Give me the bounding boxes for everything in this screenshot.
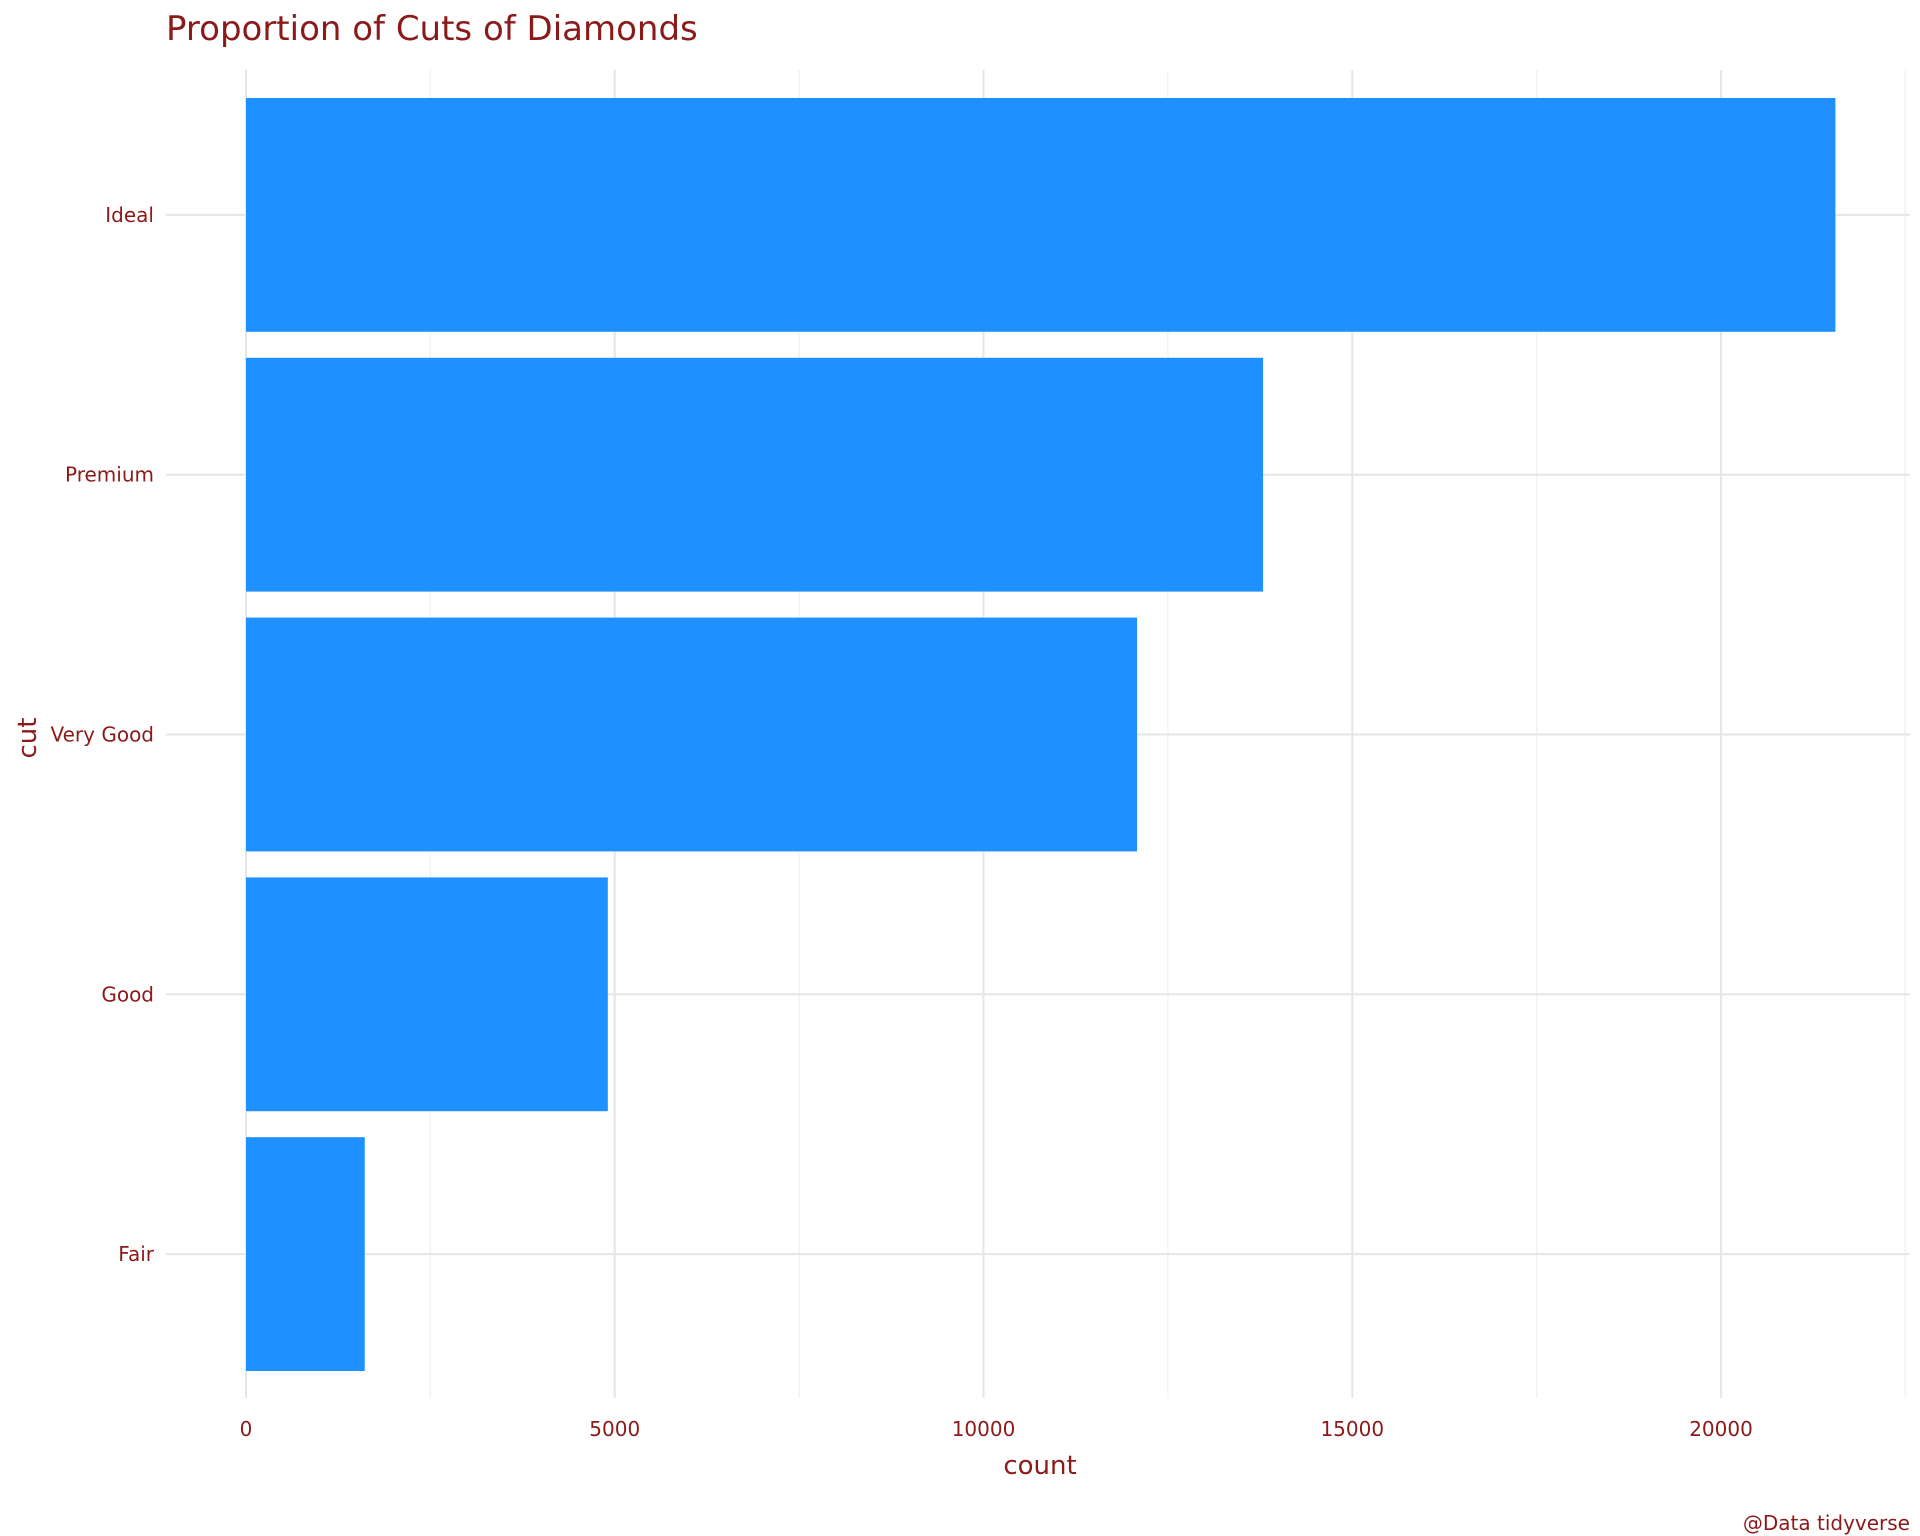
bars: [246, 97, 1836, 1372]
x-axis-title: count: [1003, 1451, 1076, 1481]
y-tick-label: Ideal: [105, 203, 154, 227]
y-tick-label: Good: [101, 982, 154, 1006]
y-axis-title: cut: [13, 718, 43, 759]
bar-premium: [246, 357, 1264, 592]
axis-ticks: Ideal Premium Very Good Good Fair 0 5000 10000 1…: [50, 203, 1752, 1441]
x-tick-label: 5000: [589, 1417, 640, 1441]
bar-very-good: [246, 617, 1138, 852]
chart-title: Proportion of Cuts of Diamonds: [166, 9, 698, 49]
y-tick-label: Fair: [118, 1242, 154, 1266]
y-tick-label: Very Good: [50, 723, 154, 747]
bar-good: [246, 877, 608, 1112]
x-tick-label: 0: [240, 1417, 253, 1441]
y-tick-label: Premium: [65, 463, 154, 487]
x-tick-label: 10000: [952, 1417, 1016, 1441]
bar-ideal: [246, 97, 1836, 332]
chart-caption: @Data tidyverse: [1743, 1511, 1910, 1535]
x-tick-label: 20000: [1689, 1417, 1753, 1441]
bar-fair: [246, 1137, 365, 1372]
x-tick-label: 15000: [1320, 1417, 1384, 1441]
